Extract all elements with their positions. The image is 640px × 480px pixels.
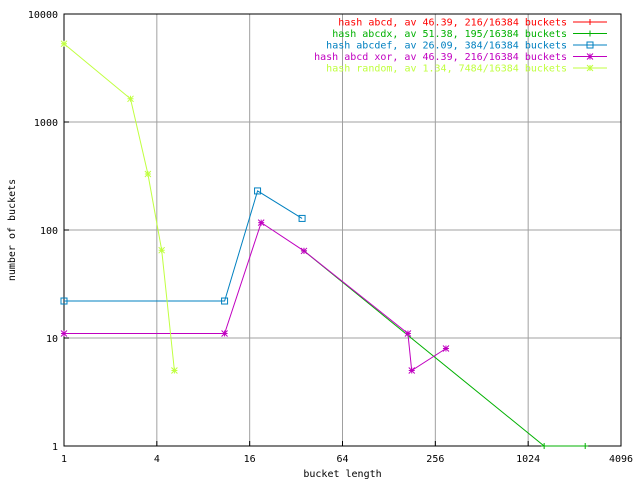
- legend-marker: [587, 19, 593, 25]
- data-point: [298, 214, 306, 222]
- legend-label: hash abcdef, av 26.09, 384/16384 buckets: [326, 41, 567, 52]
- y-tick-label: 1000: [34, 118, 58, 129]
- data-point: [60, 40, 68, 48]
- y-axis-label: number of buckets: [7, 179, 18, 281]
- data-point: [221, 297, 229, 305]
- series-line: [64, 221, 447, 372]
- y-tick-label: 10: [46, 334, 58, 345]
- x-tick-label: 1: [61, 454, 67, 465]
- legend-label: hash abcdx, av 51.38, 195/16384 buckets: [332, 29, 567, 40]
- data-point: [404, 330, 412, 337]
- data-point: [442, 345, 450, 352]
- plot-frame: [63, 13, 622, 447]
- x-tick-label: 4: [154, 454, 160, 465]
- data-point: [408, 367, 416, 374]
- legend-label: hash abcd xor, av 46.39, 216/16384 bucke…: [314, 52, 567, 63]
- legend-label: hash abcd, av 46.39, 216/16384 buckets: [338, 18, 567, 29]
- data-point: [158, 246, 166, 254]
- x-tick-label: 16: [244, 454, 256, 465]
- series-line: [64, 190, 303, 302]
- legend-marker: [586, 41, 594, 49]
- x-tick-label: 4096: [609, 454, 633, 465]
- data-point: [300, 247, 308, 255]
- legend: hash abcd, av 46.39, 216/16384 bucketsha…: [314, 18, 607, 75]
- y-axis-ticks: 1 10 100 1000 10000: [28, 10, 69, 453]
- data-point: [60, 297, 68, 305]
- series-line: [63, 43, 175, 371]
- y-tick-label: 100: [40, 226, 58, 237]
- x-tick-label: 1024: [516, 454, 540, 465]
- x-tick-label: 256: [426, 454, 444, 465]
- data-point: [60, 330, 68, 337]
- grid: [64, 14, 621, 446]
- data-point: [582, 443, 589, 449]
- data-point: [257, 219, 265, 226]
- data-point: [254, 187, 262, 195]
- legend-marker: [586, 53, 594, 60]
- y-tick-label: 10000: [28, 10, 58, 21]
- legend-marker: [587, 30, 593, 37]
- data-point: [171, 367, 178, 374]
- data-point: [541, 443, 548, 449]
- legend-label: hash random, av 1.34, 7484/16384 buckets: [326, 64, 567, 75]
- y-tick-label: 1: [52, 442, 58, 453]
- x-axis-label: bucket length: [303, 469, 381, 480]
- data-series: [60, 40, 589, 449]
- series-4: [60, 219, 450, 374]
- legend-marker: [586, 64, 594, 72]
- x-tick-label: 64: [336, 454, 348, 465]
- data-point: [221, 330, 228, 337]
- data-point: [144, 170, 152, 178]
- x-axis-ticks: 1 4 16 64 256 1024 4096: [61, 441, 633, 465]
- series-3: [60, 187, 306, 305]
- series-5: [60, 40, 178, 374]
- data-point: [127, 95, 134, 103]
